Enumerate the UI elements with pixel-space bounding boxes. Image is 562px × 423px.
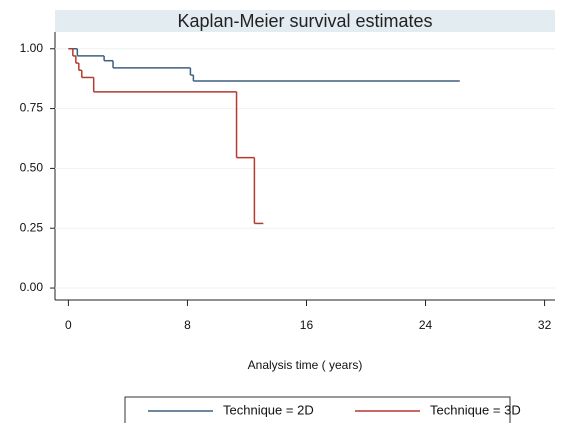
y-tick-label: 0.25	[20, 220, 44, 234]
x-axis-label: Analysis time ( years)	[248, 358, 363, 372]
legend-box	[124, 396, 511, 423]
legend-label: Technique = 3D	[430, 402, 521, 417]
y-tick-label: 1.00	[20, 41, 44, 55]
x-tick-label: 8	[184, 318, 191, 332]
legend-label: Technique = 2D	[223, 402, 314, 417]
y-tick-label: 0.50	[20, 161, 44, 175]
x-tick-label: 0	[65, 318, 72, 332]
chart-title: Kaplan-Meier survival estimates	[177, 11, 432, 31]
y-tick-label: 0.00	[20, 280, 44, 294]
x-tick-label: 24	[419, 318, 433, 332]
x-tick-label: 16	[300, 318, 314, 332]
x-tick-label: 32	[538, 318, 552, 332]
y-tick-label: 0.75	[20, 101, 44, 115]
title-band	[55, 10, 555, 32]
